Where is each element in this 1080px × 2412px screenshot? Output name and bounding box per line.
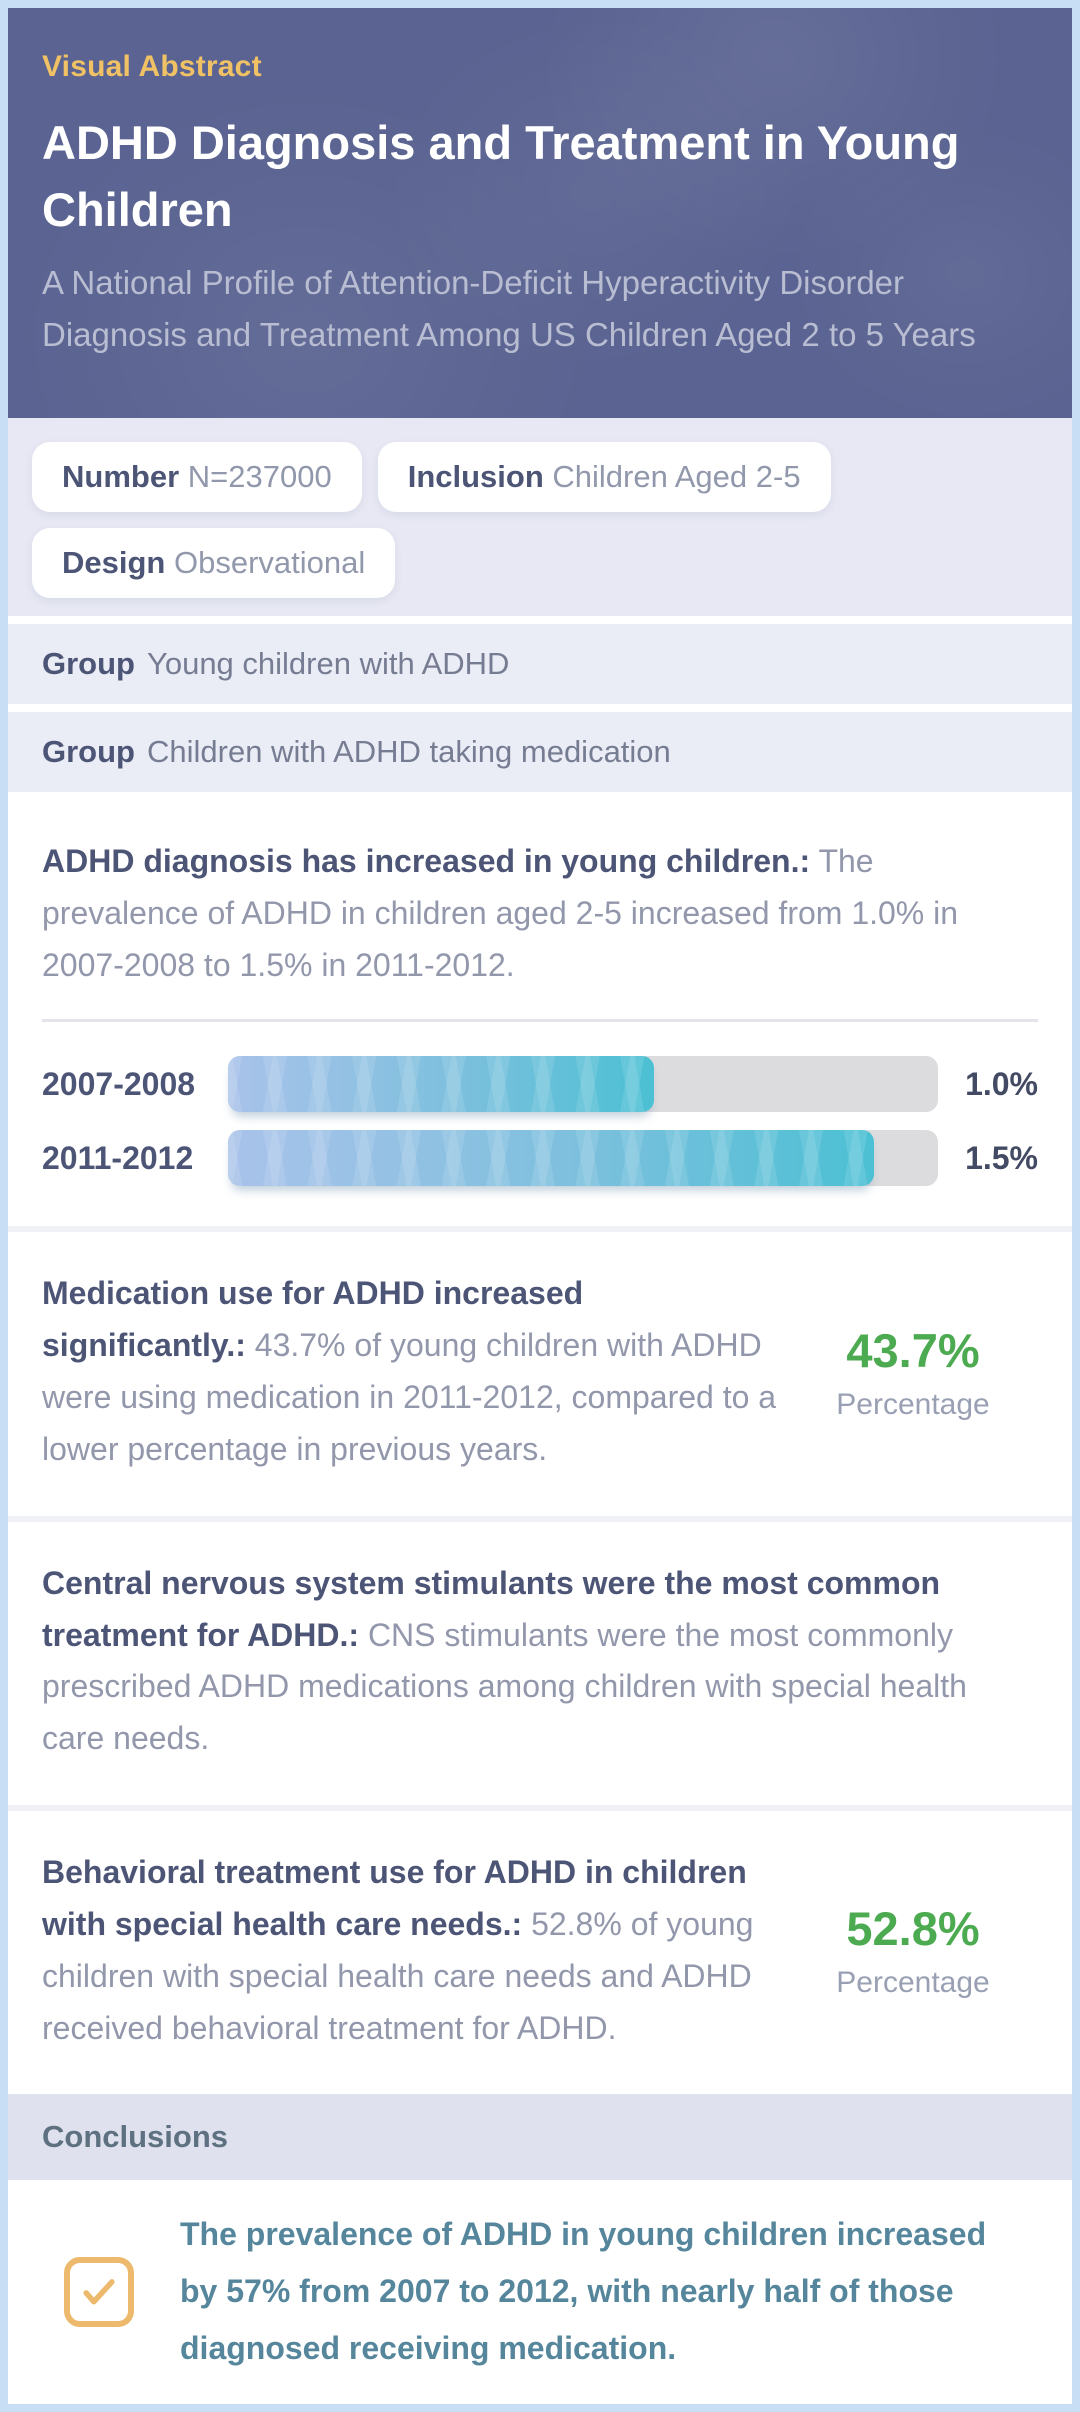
stat-label: Percentage <box>836 1387 990 1421</box>
stat-value: 52.8% <box>846 1902 980 1956</box>
finding-4-text: Behavioral treatment use for ADHD in chi… <box>42 1847 778 2054</box>
badge-number: Number N=237000 <box>32 442 362 512</box>
bar-row-2011-2012: 2011-2012 1.5% <box>42 1130 1038 1187</box>
bar-track <box>228 1056 938 1113</box>
header: Visual Abstract ADHD Diagnosis and Treat… <box>8 8 1072 418</box>
finding-4-body: 52.8% of young children with special hea… <box>42 1905 754 2046</box>
group-row-1-value: Young children with ADHD <box>147 646 510 681</box>
checkbox-icon <box>64 2256 134 2327</box>
bar-category: 2011-2012 <box>42 1139 194 1176</box>
badge-inclusion: Inclusion Children Aged 2-5 <box>377 442 831 512</box>
chart-divider <box>42 1019 1038 1023</box>
card-divider <box>8 1226 1072 1233</box>
finding-2-heading: Medication use for ADHD increased signif… <box>42 1275 584 1364</box>
bar-category: 2007-2008 <box>42 1065 196 1102</box>
stat-behavioral: 52.8% Percentage <box>788 1901 1038 2000</box>
finding-3-heading: Central nervous system stimulants were t… <box>42 1564 941 1653</box>
finding-2-text: Medication use for ADHD increased signif… <box>42 1268 778 1475</box>
finding-card-behavioral: Behavioral treatment use for ADHD in chi… <box>8 1811 1072 2095</box>
visual-abstract-card: Visual Abstract ADHD Diagnosis and Treat… <box>8 8 1072 2404</box>
checkmark-glyph <box>83 2279 115 2305</box>
bar-value: 1.5% <box>965 1139 1038 1176</box>
finding-3-body: CNS stimulants were the most commonly pr… <box>42 1616 967 1757</box>
badge-number-label: Number <box>62 459 180 494</box>
finding-3-text: Central nervous system stimulants were t… <box>42 1558 1038 1765</box>
badge-inclusion-value: Children Aged 2-5 <box>552 459 801 494</box>
study-badges: Number N=237000 Inclusion Children Aged … <box>8 418 1072 616</box>
stat-label: Percentage <box>836 1966 990 2000</box>
group-row-2: Group Children with ADHD taking medicati… <box>8 712 1072 792</box>
bar-fill-2007-2008 <box>228 1056 654 1113</box>
group-row-2-value: Children with ADHD taking medication <box>147 734 671 769</box>
page-title: ADHD Diagnosis and Treatment in Young Ch… <box>42 116 960 236</box>
conclusions-header: Conclusions <box>8 2094 1072 2181</box>
finding-1-heading: ADHD diagnosis has increased in young ch… <box>42 843 811 879</box>
badge-number-value: N=237000 <box>187 459 332 494</box>
bar-track <box>228 1130 938 1187</box>
finding-4-heading: Behavioral treatment use for ADHD in chi… <box>42 1854 747 1942</box>
card-divider <box>8 1515 1072 1522</box>
bar-value: 1.0% <box>965 1065 1038 1102</box>
group-row-1-label: Group <box>42 646 135 681</box>
group-row-2-label: Group <box>42 734 135 769</box>
eyebrow-label: Visual Abstract <box>42 50 262 83</box>
badge-design: Design Observational <box>32 528 396 598</box>
badge-inclusion-label: Inclusion <box>407 459 544 494</box>
conclusions-header-label: Conclusions <box>42 2119 229 2155</box>
finding-card-stimulants: Central nervous system stimulants were t… <box>8 1521 1072 1806</box>
stat-value: 43.7% <box>846 1323 980 1377</box>
finding-card-medication: Medication use for ADHD increased signif… <box>8 1232 1072 1516</box>
finding-1-text: ADHD diagnosis has increased in young ch… <box>42 836 1038 991</box>
badge-design-label: Design <box>62 545 166 580</box>
finding-2-body: 43.7% of young children with ADHD were u… <box>42 1327 777 1467</box>
bar-fill-2011-2012 <box>228 1130 875 1187</box>
page-subtitle: A National Profile of Attention-Deficit … <box>42 264 976 353</box>
prevalence-bar-chart: 2007-2008 1.0% 2011-2012 1.5% <box>42 1056 1038 1187</box>
stat-medication: 43.7% Percentage <box>788 1323 1038 1422</box>
card-divider <box>8 1805 1072 1812</box>
finding-1-body: The prevalence of ADHD in children aged … <box>42 843 959 983</box>
conclusion-body: The prevalence of ADHD in young children… <box>8 2180 1072 2404</box>
conclusion-text: The prevalence of ADHD in young children… <box>180 2216 987 2367</box>
bar-row-2007-2008: 2007-2008 1.0% <box>42 1056 1038 1113</box>
badge-design-value: Observational <box>173 545 366 580</box>
group-row-1: Group Young children with ADHD <box>8 624 1072 704</box>
finding-card-diagnosis-chart: ADHD diagnosis has increased in young ch… <box>8 800 1072 1227</box>
